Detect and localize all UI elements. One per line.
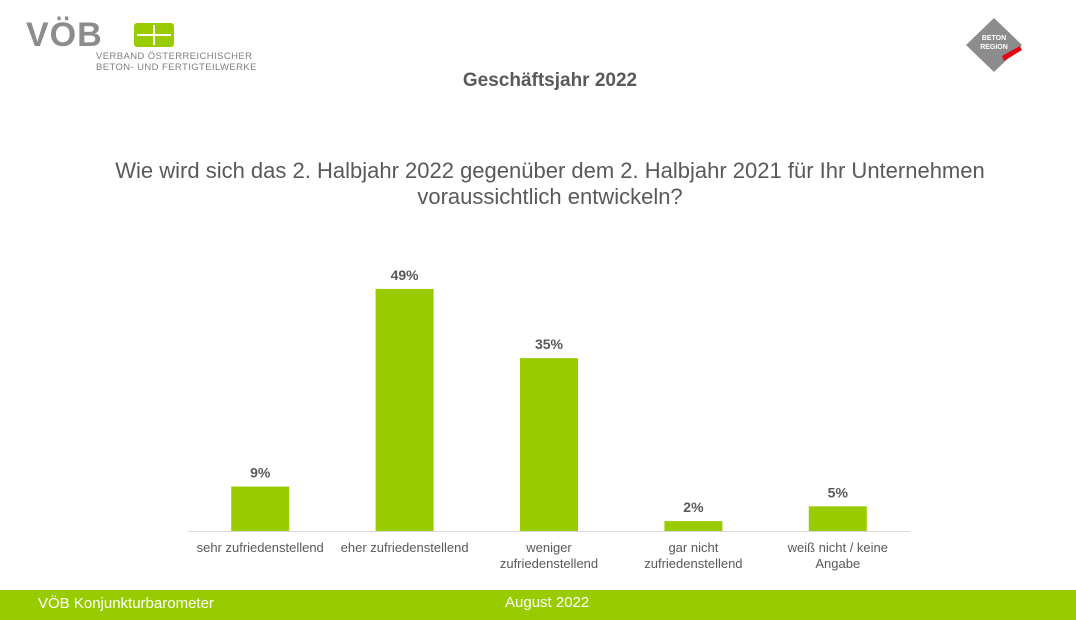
category-label: eher zufriedenstellend: [341, 540, 469, 555]
bar: [664, 521, 723, 531]
data-label: 5%: [828, 484, 849, 500]
page-title: Geschäftsjahr 2022: [462, 70, 638, 91]
category-label: gar nicht: [668, 540, 718, 555]
beton-region-badge-icon: BETON REGION: [966, 18, 1022, 72]
category-label: zufriedenstellend: [644, 556, 742, 571]
bar: [375, 288, 434, 531]
badge-text-1: BETON: [982, 35, 1006, 42]
data-label: 35%: [535, 336, 564, 352]
category-label: weiß nicht / keine: [787, 540, 888, 555]
bar: [808, 506, 867, 531]
footer-date: August 2022: [505, 594, 590, 611]
chart-question: Wie wird sich das 2. Halbjahr 2022 gegen…: [115, 158, 985, 209]
bar-chart: 9% sehr zufriedenstellend 49% eher zufriede…: [188, 267, 910, 571]
category-label: zufriedenstellend: [500, 556, 598, 571]
logo-subtitle-line-1: VERBAND ÖSTERREICHISCHER: [96, 51, 253, 62]
logo-subtitle-line-2: BETON- UND FERTIGTEILWERKE: [96, 62, 257, 73]
data-label: 2%: [683, 499, 704, 515]
category-label: weniger: [525, 540, 572, 555]
bar: [520, 358, 578, 531]
category-label: sehr zufriedenstellend: [197, 540, 324, 555]
data-label: 49%: [391, 267, 420, 283]
voeb-logo: VÖB VERBAND ÖSTERREICHISCHER BETON- UND …: [26, 16, 256, 74]
category-label: Angabe: [815, 556, 860, 571]
badge-text-2: REGION: [980, 44, 1008, 51]
logo-wordmark: VÖB: [26, 16, 103, 54]
footer-left-text: VÖB Konjunkturbarometer: [38, 595, 214, 612]
footer-bar: VÖB Konjunkturbarometer August 2022: [0, 590, 1076, 620]
data-label: 9%: [250, 465, 271, 481]
bar: [231, 486, 290, 531]
logo-square-icon: [134, 23, 174, 47]
